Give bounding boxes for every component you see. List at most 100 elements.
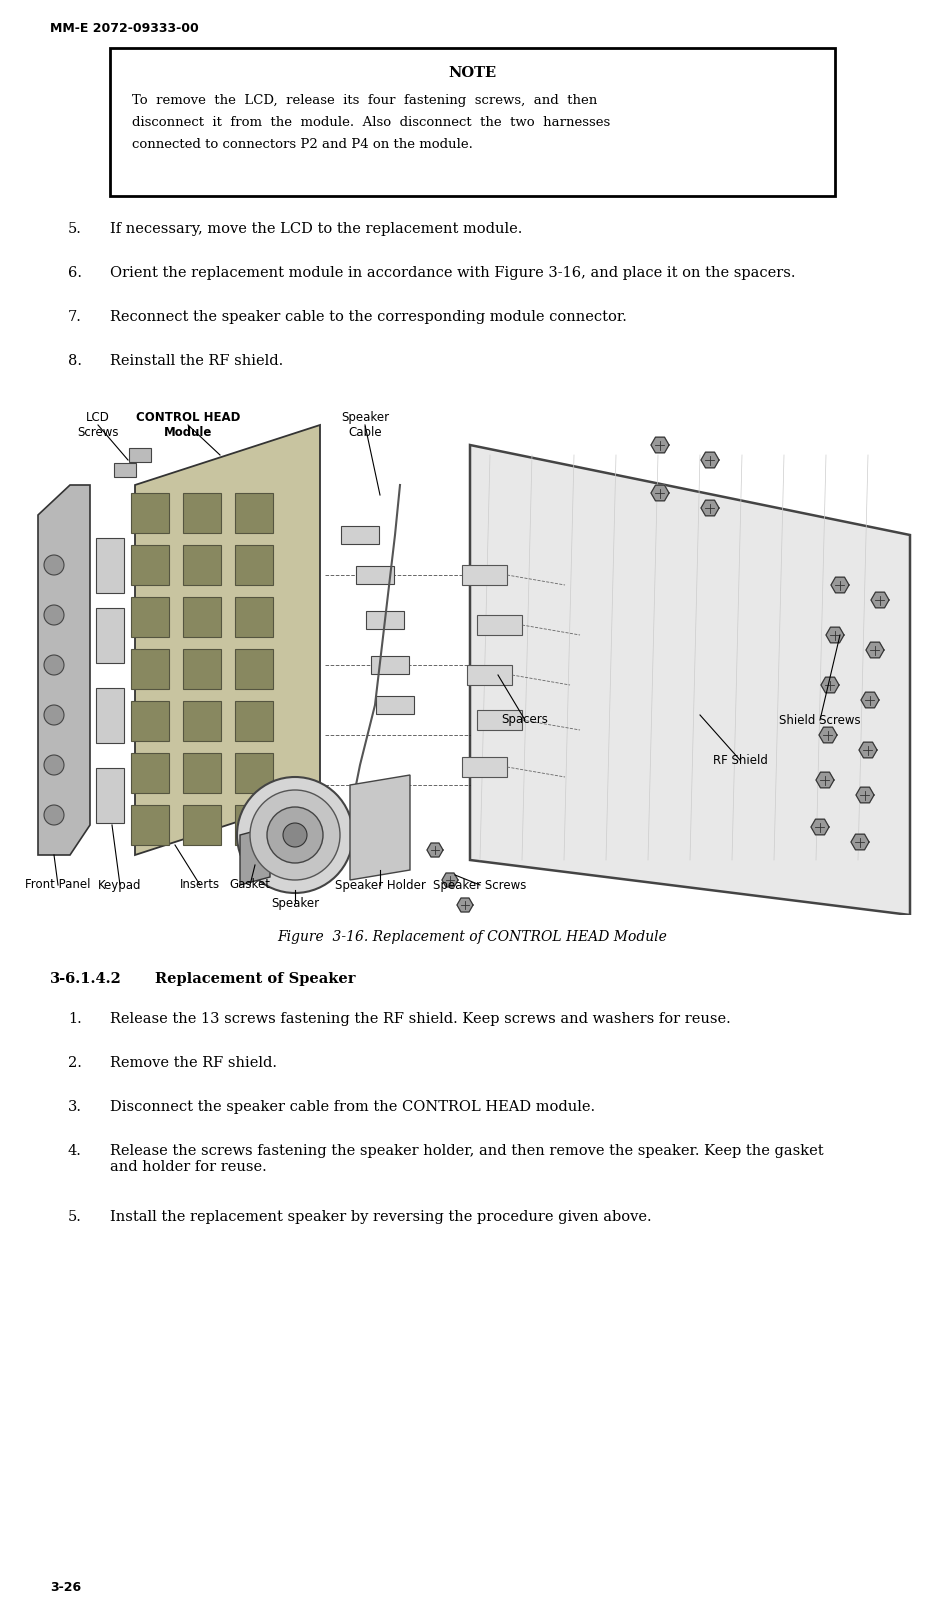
Text: MM-E 2072-09333-00: MM-E 2072-09333-00 — [50, 23, 199, 35]
Polygon shape — [816, 772, 834, 788]
Polygon shape — [831, 577, 849, 593]
Polygon shape — [457, 898, 473, 912]
Bar — [96, 687, 124, 743]
Polygon shape — [701, 500, 719, 516]
Polygon shape — [821, 677, 839, 693]
Circle shape — [44, 654, 64, 675]
Bar — [183, 545, 221, 585]
Bar — [131, 596, 169, 637]
Text: Orient the replacement module in accordance with Figure 3-16, and place it on th: Orient the replacement module in accorda… — [110, 266, 796, 280]
Polygon shape — [442, 874, 458, 887]
Bar — [235, 545, 273, 585]
Text: 3-6.1.4.2: 3-6.1.4.2 — [50, 972, 122, 987]
Circle shape — [283, 824, 307, 846]
Text: CONTROL HEAD
Module: CONTROL HEAD Module — [136, 411, 240, 438]
Polygon shape — [811, 819, 829, 835]
Circle shape — [44, 804, 64, 825]
Circle shape — [44, 754, 64, 775]
Text: Reconnect the speaker cable to the corresponding module connector.: Reconnect the speaker cable to the corre… — [110, 310, 627, 324]
Bar — [341, 526, 379, 543]
Polygon shape — [38, 485, 90, 854]
Bar — [463, 758, 508, 777]
Polygon shape — [826, 627, 844, 643]
Bar — [467, 666, 513, 685]
Circle shape — [44, 555, 64, 575]
Text: RF Shield: RF Shield — [713, 753, 767, 766]
Bar — [371, 656, 409, 674]
Text: Shield Screws: Shield Screws — [779, 714, 861, 727]
Circle shape — [250, 790, 340, 880]
Bar — [114, 463, 136, 477]
Polygon shape — [701, 453, 719, 467]
Text: Spacers: Spacers — [501, 714, 548, 727]
Polygon shape — [135, 426, 320, 854]
Bar — [478, 616, 522, 635]
Text: LCD
Screws: LCD Screws — [77, 411, 119, 438]
Circle shape — [44, 704, 64, 725]
Polygon shape — [856, 787, 874, 803]
Polygon shape — [866, 642, 884, 658]
Text: Inserts: Inserts — [180, 879, 220, 891]
Polygon shape — [651, 437, 669, 453]
Polygon shape — [851, 833, 869, 850]
Bar — [183, 804, 221, 845]
Polygon shape — [470, 445, 910, 916]
Text: Install the replacement speaker by reversing the procedure given above.: Install the replacement speaker by rever… — [110, 1211, 651, 1224]
Bar — [183, 596, 221, 637]
Text: Reinstall the RF shield.: Reinstall the RF shield. — [110, 355, 283, 368]
Text: 8.: 8. — [68, 355, 82, 368]
Bar — [235, 596, 273, 637]
Bar — [96, 767, 124, 822]
Circle shape — [237, 777, 353, 893]
Text: 5.: 5. — [68, 1211, 82, 1224]
Bar — [183, 650, 221, 688]
Bar — [463, 564, 508, 585]
Circle shape — [267, 808, 323, 862]
Text: 7.: 7. — [68, 310, 82, 324]
Bar — [235, 701, 273, 742]
Bar — [478, 709, 522, 730]
Text: Speaker: Speaker — [271, 896, 319, 909]
Polygon shape — [859, 742, 877, 758]
Bar — [131, 804, 169, 845]
Text: Remove the RF shield.: Remove the RF shield. — [110, 1056, 277, 1070]
Polygon shape — [651, 485, 669, 501]
Text: To  remove  the  LCD,  release  its  four  fastening  screws,  and  then: To remove the LCD, release its four fast… — [132, 93, 598, 106]
Bar — [131, 493, 169, 534]
Text: disconnect  it  from  the  module.  Also  disconnect  the  two  harnesses: disconnect it from the module. Also disc… — [132, 116, 610, 129]
Text: 5.: 5. — [68, 222, 82, 235]
Bar — [235, 753, 273, 793]
Bar — [131, 545, 169, 585]
Bar — [183, 493, 221, 534]
Text: Front Panel: Front Panel — [25, 879, 91, 891]
Text: 3-26: 3-26 — [50, 1581, 81, 1594]
Polygon shape — [240, 827, 270, 885]
Bar — [131, 753, 169, 793]
Text: If necessary, move the LCD to the replacement module.: If necessary, move the LCD to the replac… — [110, 222, 522, 235]
Bar — [356, 566, 394, 584]
Bar — [110, 48, 835, 197]
Bar — [183, 753, 221, 793]
Text: Release the 13 screws fastening the RF shield. Keep screws and washers for reuse: Release the 13 screws fastening the RF s… — [110, 1012, 731, 1025]
Bar — [96, 537, 124, 593]
Text: Speaker Screws: Speaker Screws — [433, 879, 527, 891]
Bar — [235, 650, 273, 688]
Polygon shape — [427, 843, 443, 858]
Bar — [183, 701, 221, 742]
Circle shape — [44, 604, 64, 625]
Bar — [235, 804, 273, 845]
Polygon shape — [871, 592, 889, 608]
Text: 1.: 1. — [68, 1012, 82, 1025]
Text: Speaker Holder: Speaker Holder — [334, 879, 426, 891]
Text: Replacement of Speaker: Replacement of Speaker — [155, 972, 356, 987]
Text: 6.: 6. — [68, 266, 82, 280]
Text: Release the screws fastening the speaker holder, and then remove the speaker. Ke: Release the screws fastening the speaker… — [110, 1145, 823, 1174]
Text: Keypad: Keypad — [98, 879, 142, 891]
Text: Gasket: Gasket — [229, 879, 271, 891]
Text: Figure  3-16. Replacement of CONTROL HEAD Module: Figure 3-16. Replacement of CONTROL HEAD… — [277, 930, 667, 945]
Text: 2.: 2. — [68, 1056, 82, 1070]
Text: Speaker
Cable: Speaker Cable — [341, 411, 389, 438]
Text: 4.: 4. — [68, 1145, 82, 1157]
Polygon shape — [819, 727, 837, 743]
Bar — [96, 608, 124, 663]
